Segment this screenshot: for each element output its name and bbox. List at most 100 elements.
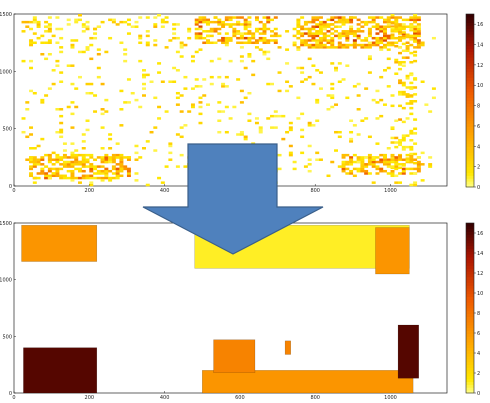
- colorbar-segment: [466, 77, 474, 81]
- heatmap-cell: [160, 18, 165, 22]
- heatmap-cell: [379, 27, 384, 31]
- heatmap-cell: [360, 156, 365, 159]
- colorbar-tick-label: 4: [477, 351, 480, 357]
- heatmap-cell: [288, 121, 293, 125]
- heatmap-cell: [401, 61, 406, 64]
- heatmap-cell: [409, 51, 414, 55]
- heatmap-cell: [138, 156, 143, 159]
- heatmap-cell: [398, 16, 403, 19]
- heatmap-cell: [349, 18, 354, 22]
- colorbar-segment: [466, 268, 474, 272]
- heatmap-cell: [303, 39, 308, 42]
- heatmap-cell: [371, 25, 376, 28]
- colorbar-tick-label: 14: [477, 43, 483, 49]
- heatmap-cell: [78, 169, 82, 173]
- heatmap-cell: [382, 163, 387, 166]
- heatmap-cell: [367, 135, 372, 139]
- heatmap-cell: [382, 34, 387, 38]
- heatmap-cell: [236, 23, 241, 26]
- heatmap-cell: [262, 50, 267, 54]
- heatmap-cell: [416, 27, 421, 31]
- colorbar-segment: [466, 285, 474, 289]
- heatmap-cell: [405, 41, 410, 45]
- heatmap-cell: [266, 117, 271, 120]
- heatmap-cell: [330, 105, 335, 109]
- heatmap-cell: [334, 130, 339, 134]
- heatmap-cell: [341, 32, 346, 35]
- heatmap-cell: [202, 18, 207, 22]
- heatmap-cell: [315, 39, 320, 42]
- heatmap-cell: [29, 165, 34, 168]
- colorbar-tick-label: 12: [477, 271, 483, 277]
- heatmap-cell: [217, 32, 222, 35]
- heatmap-cell: [390, 22, 395, 25]
- heatmap-cell: [243, 23, 248, 26]
- heatmap-cell: [398, 23, 403, 26]
- heatmap-cell: [311, 43, 316, 47]
- heatmap-cell: [364, 43, 369, 47]
- heatmap-cell: [172, 32, 177, 35]
- heatmap-cell: [62, 163, 67, 166]
- heatmap-cell: [74, 105, 79, 109]
- region-rect: [21, 225, 98, 262]
- heatmap-cell: [243, 66, 248, 70]
- heatmap-cell: [382, 153, 387, 157]
- heatmap-cell: [375, 172, 380, 175]
- heatmap-cell: [175, 50, 180, 54]
- heatmap-cell: [420, 43, 425, 47]
- heatmap-cell: [55, 108, 60, 111]
- heatmap-cell: [266, 50, 271, 54]
- heatmap-cell: [183, 124, 188, 127]
- heatmap-cell: [81, 133, 86, 136]
- heatmap-cell: [194, 20, 199, 24]
- heatmap-cell: [262, 36, 267, 40]
- heatmap-cell: [405, 157, 410, 160]
- heatmap-cell: [413, 132, 418, 135]
- heatmap-cell: [198, 20, 203, 24]
- heatmap-cell: [78, 75, 82, 79]
- heatmap-cell: [25, 158, 30, 161]
- heatmap-cell: [315, 41, 320, 45]
- heatmap-cell: [311, 82, 316, 86]
- heatmap-cell: [398, 35, 403, 39]
- heatmap-cell: [55, 160, 60, 164]
- heatmap-cell: [349, 27, 354, 31]
- heatmap-cell: [209, 34, 214, 38]
- heatmap-cell: [300, 151, 305, 155]
- heatmap-cell: [356, 23, 361, 26]
- heatmap-cell: [62, 165, 67, 168]
- heatmap-cell: [390, 126, 395, 129]
- region-rect: [23, 347, 98, 394]
- heatmap-cell: [371, 36, 376, 40]
- heatmap-cell: [194, 85, 199, 88]
- heatmap-cell: [330, 23, 335, 26]
- heatmap-cell: [206, 20, 210, 24]
- heatmap-cell: [334, 66, 339, 70]
- heatmap-cell: [32, 165, 37, 168]
- heatmap-cell: [51, 174, 56, 178]
- heatmap-cell: [81, 158, 86, 161]
- heatmap-cell: [382, 69, 387, 72]
- heatmap-cell: [29, 39, 34, 42]
- heatmap-cell: [416, 25, 421, 28]
- heatmap-cell: [409, 102, 414, 105]
- heatmap-cell: [247, 41, 252, 45]
- heatmap-cell: [100, 20, 105, 24]
- heatmap-cell: [59, 108, 64, 111]
- heatmap-cell: [202, 16, 207, 19]
- heatmap-cell: [356, 156, 361, 159]
- heatmap-cell: [89, 167, 94, 171]
- heatmap-cell: [232, 30, 237, 33]
- heatmap-cell: [89, 181, 94, 184]
- heatmap-cell: [70, 151, 75, 155]
- heatmap-cell: [36, 158, 41, 161]
- heatmap-cell: [96, 25, 101, 28]
- heatmap-cell: [111, 158, 116, 161]
- heatmap-cell: [273, 114, 278, 118]
- heatmap-cell: [247, 52, 252, 56]
- heatmap-cell: [243, 27, 248, 31]
- heatmap-cell: [96, 52, 101, 56]
- heatmap-cell: [47, 167, 52, 171]
- heatmap-cell: [47, 27, 52, 31]
- heatmap-cell: [224, 32, 229, 35]
